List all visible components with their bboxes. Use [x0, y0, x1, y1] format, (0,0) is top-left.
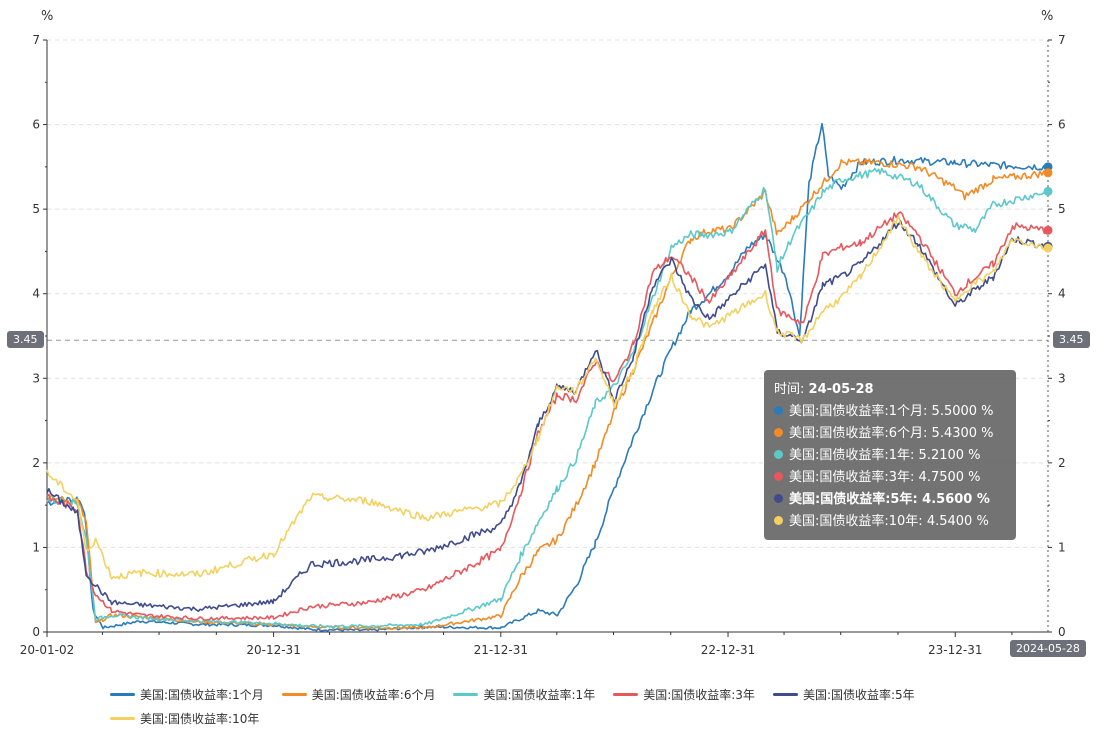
tooltip-series-value: 5.4300 % — [931, 426, 994, 441]
y-tick-label-left: 6 — [32, 118, 40, 132]
x-axis-pointer-label: 2024-05-28 — [1010, 640, 1086, 657]
series-line — [46, 211, 1049, 621]
series-line — [46, 220, 1049, 613]
data-tooltip: 时间: 24-05-28 美国:国债收益率:1个月: 5.5000 % 美国:国债… — [764, 370, 1016, 540]
tooltip-row: 美国:国债收益率:6个月: 5.4300 % — [774, 423, 1006, 445]
series-end-dot — [1043, 243, 1053, 253]
legend-item[interactable]: 美国:国债收益率:1年 — [453, 682, 595, 706]
y-tick-label-right: 4 — [1058, 287, 1066, 301]
chart-legend: 美国:国债收益率:1个月 美国:国债收益率:6个月 美国:国债收益率:1年 美国:国债… — [110, 682, 1050, 730]
tooltip-series-dot — [774, 406, 783, 415]
y-tick-label-right: 3 — [1058, 371, 1066, 385]
y-tick-label-left: 4 — [32, 287, 40, 301]
tooltip-row: 美国:国债收益率:10年: 4.5400 % — [774, 511, 1006, 533]
y-tick-label-right: 1 — [1058, 540, 1066, 554]
y-tick-label-right: 0 — [1058, 625, 1066, 639]
legend-item[interactable]: 美国:国债收益率:6个月 — [281, 682, 436, 706]
tooltip-series-value: 4.5400 % — [926, 514, 989, 529]
y-tick-label-left: 7 — [32, 33, 40, 47]
tooltip-series-dot — [774, 494, 783, 503]
tooltip-series-value: 4.5600 % — [922, 492, 990, 507]
y-tick-label-left: 5 — [32, 202, 40, 216]
tooltip-row: 美国:国债收益率:1个月: 5.5000 % — [774, 401, 1006, 423]
legend-swatch — [110, 692, 135, 696]
legend-item[interactable]: 美国:国债收益率:3年 — [613, 682, 755, 706]
x-tick-label: 20-12-31 — [246, 643, 300, 657]
series-end-dot — [1043, 225, 1053, 235]
legend-label: 美国:国债收益率:1年 — [483, 687, 596, 702]
tooltip-series-dot — [774, 472, 783, 481]
x-tick-label: 23-12-31 — [928, 643, 982, 657]
y-tick-label-left: 3 — [32, 371, 40, 385]
series-lines — [46, 122, 1049, 632]
legend-label: 美国:国债收益率:5年 — [802, 687, 915, 702]
tooltip-row: 美国:国债收益率:3年: 4.7500 % — [774, 467, 1006, 489]
y-axis-pointer-label-left: 3.45 — [7, 331, 44, 348]
series-line — [46, 122, 1049, 632]
tooltip-series-dot — [774, 450, 783, 459]
legend-label: 美国:国债收益率:6个月 — [311, 687, 436, 702]
series-line — [46, 167, 1049, 628]
legend-item[interactable]: 美国:国债收益率:1个月 — [110, 682, 264, 706]
tooltip-series-name: 美国:国债收益率:1个月: — [789, 404, 932, 419]
tooltip-series-name: 美国:国债收益率:3年: — [789, 470, 919, 485]
tooltip-title-label: 时间: — [774, 382, 805, 397]
tooltip-title: 时间: 24-05-28 — [774, 378, 1006, 397]
y-tick-label-right: 2 — [1058, 456, 1066, 470]
legend-item[interactable]: 美国:国债收益率:5年 — [772, 682, 915, 706]
tooltip-rows: 美国:国债收益率:1个月: 5.5000 % 美国:国债收益率:6个月: 5.43… — [774, 401, 1006, 533]
legend-item[interactable]: 美国:国债收益率:10年 — [110, 706, 259, 730]
tooltip-series-name: 美国:国债收益率:6个月: — [789, 426, 932, 441]
tooltip-title-value: 24-05-28 — [808, 382, 874, 397]
legend-swatch — [613, 692, 639, 696]
legend-label: 美国:国债收益率:10年 — [140, 711, 260, 726]
y-tick-label-left: 2 — [32, 456, 40, 470]
series-line — [46, 214, 1049, 580]
series-line — [46, 158, 1049, 630]
tooltip-series-name: 美国:国债收益率:10年: — [789, 514, 927, 529]
y-unit-left: % — [41, 9, 53, 24]
tooltip-series-dot — [774, 428, 783, 437]
tooltip-series-value: 4.7500 % — [918, 470, 981, 485]
legend-swatch — [453, 692, 479, 696]
y-axis-pointer-label-right: 3.45 — [1053, 331, 1090, 348]
y-tick-label-right: 5 — [1058, 202, 1066, 216]
legend-swatch — [281, 692, 307, 696]
x-tick-label: 21-12-31 — [474, 643, 528, 657]
tooltip-series-dot — [774, 516, 783, 525]
y-unit-right: % — [1041, 9, 1053, 24]
y-tick-label-right: 7 — [1058, 33, 1066, 47]
tooltip-series-value: 5.5000 % — [931, 404, 994, 419]
y-tick-label-left: 0 — [32, 625, 40, 639]
legend-label: 美国:国债收益率:3年 — [643, 687, 755, 702]
tooltip-series-name: 美国:国债收益率:5年: — [789, 492, 923, 507]
tooltip-series-value: 5.2100 % — [918, 448, 981, 463]
legend-swatch — [772, 692, 798, 696]
axes: 0 0 1 1 2 2 3 3 4 4 5 5 6 6 7 7 20-01-02 20-12-31 21-12-31… — [20, 33, 1066, 657]
y-tick-label-left: 1 — [32, 540, 40, 554]
x-tick-label: 20-01-02 — [20, 643, 74, 657]
series-end-dot — [1043, 168, 1053, 178]
y-tick-label-right: 6 — [1058, 118, 1066, 132]
legend-swatch — [110, 716, 135, 720]
series-end-dot — [1043, 186, 1053, 196]
series-end-dots — [1043, 162, 1053, 253]
x-tick-label: 22-12-31 — [701, 643, 755, 657]
tooltip-row: 美国:国债收益率:1年: 5.2100 % — [774, 445, 1006, 467]
tooltip-row: 美国:国债收益率:5年: 4.5600 % — [774, 489, 1006, 511]
legend-label: 美国:国债收益率:1个月 — [140, 687, 264, 702]
tooltip-series-name: 美国:国债收益率:1年: — [789, 448, 919, 463]
